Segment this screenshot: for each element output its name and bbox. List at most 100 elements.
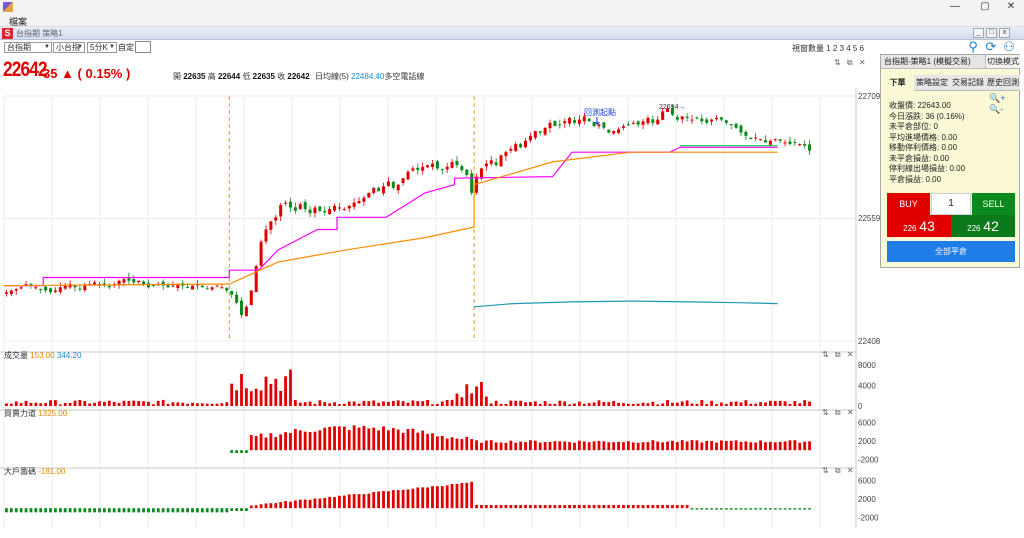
custom-period-input[interactable] [135,41,151,53]
period-select[interactable]: 5分K ▼ [87,42,117,53]
buy-button[interactable]: BUY [887,193,930,215]
zoom-icons[interactable]: 🔍+ 🔍- [989,93,1006,114]
refresh-icon[interactable]: ⟳ [985,39,997,54]
indicator-line-0 [4,146,778,287]
sub-bar-1 [680,440,684,451]
candle-body [670,108,674,115]
sub-bar-0 [543,401,547,406]
sub-bar-0 [200,403,204,406]
volume-pane-icons[interactable]: ⇅ ⧉ ✕ [822,350,856,359]
info-open-position: 未平倉部位: 0 [889,122,938,131]
close-all-button[interactable]: 全部平倉 [887,241,1015,262]
candle-body [303,201,307,210]
sub-y-tick-label: 6000 [858,477,876,486]
candle-body [484,163,488,167]
candle-body [538,131,542,133]
sub-bar-2 [744,508,748,510]
sub-bar-0 [225,402,229,406]
sub-bar-0 [396,400,400,406]
chart-area[interactable]: 22709 22559 22408 回測起點 22694→ 8000 4000 0 6000 20… [0,88,880,538]
window-count-label[interactable]: 視窗數量 1 2 3 4 5 6 [792,44,865,53]
bid-price-button[interactable]: 226 43 [887,215,951,237]
close-button[interactable]: ✕ [1006,1,1016,12]
sub-bar-0 [367,401,371,406]
candle-body [151,285,155,287]
maximize-button[interactable]: ▢ [980,1,990,12]
tab-strategy[interactable]: 策略設定 [914,75,950,91]
main-pane-icons[interactable]: ⇅ ⧉ ✕ [834,58,868,67]
switch-mode-button[interactable]: 切換模式 [985,55,1020,69]
force-pane-icons[interactable]: ⇅ ⧉ ✕ [822,408,856,417]
quantity-input[interactable]: 1 [931,193,971,215]
chips-label: 大戶籌碼 -181.00 [4,466,65,477]
tab-trades[interactable]: 交易記錄 [950,75,986,91]
tab-order[interactable]: 下單 [881,75,914,91]
sub-bar-2 [695,508,699,510]
sub-bar-2 [323,497,327,509]
doc-minimize-button[interactable]: _ [973,28,984,38]
doc-maximize-button[interactable]: □ [986,28,997,38]
sub-bar-0 [289,369,292,406]
sub-bar-2 [303,499,307,509]
signal-icon[interactable]: ⚲ [968,39,978,54]
sub-bar-0 [710,400,714,406]
sub-bar-0 [690,403,694,406]
sub-bar-2 [533,504,537,509]
sub-bar-2 [166,508,170,513]
sub-bar-0 [127,401,131,406]
sub-bar-1 [666,441,669,451]
sub-bar-0 [147,401,150,406]
sub-bar-2 [538,504,542,509]
menu-item-file[interactable]: 檔案 [9,17,28,27]
sub-bar-1 [367,428,371,451]
sub-bar-2 [724,508,728,510]
symbol-select[interactable]: 台指期 ▼ [4,42,52,53]
sub-bar-2 [465,482,469,509]
sub-bar-0 [259,390,263,406]
sub-bar-2 [514,504,518,509]
candle-body [602,122,606,128]
sub-bar-0 [411,400,415,406]
sub-bar-2 [524,504,527,509]
candle-body [210,287,214,290]
sub-bar-0 [98,401,101,406]
sub-bar-2 [460,483,464,509]
sub-bar-1 [768,441,772,451]
sub-bar-2 [680,504,684,509]
sub-bar-2 [671,504,674,509]
open-label: 開 [173,72,181,81]
contract-select[interactable]: 小台指 ▼ [53,42,85,53]
sub-bar-0 [298,402,302,406]
sub-bar-2 [78,508,82,513]
sub-bar-0 [24,400,28,406]
sub-bar-1 [455,438,459,451]
minimize-button[interactable]: — [950,1,960,12]
user-list-icon[interactable]: ⚇ [1003,39,1015,54]
sub-y-tick-label: -2000 [858,455,879,464]
sub-bar-0 [117,403,121,406]
sub-bar-0 [9,403,13,406]
candle-body [499,155,503,167]
candle-body [191,285,195,290]
sub-bar-0 [700,399,704,406]
sub-bar-2 [641,504,645,509]
candle-body [14,288,18,291]
candle-body [19,287,23,289]
sub-bar-1 [778,441,782,451]
ask-price-button[interactable]: 226 42 [951,215,1015,237]
sub-bar-1 [396,429,400,451]
sub-bar-0 [529,402,532,406]
sub-bar-2 [107,508,111,513]
candle-body [543,127,547,135]
tab-backtest[interactable]: 歷史回測 [986,75,1020,91]
candle-body [479,168,483,179]
sub-bar-2 [357,494,361,509]
candle-body [582,116,586,122]
sub-bar-0 [284,376,287,406]
doc-close-button[interactable]: x [999,28,1010,38]
chips-pane-icons[interactable]: ⇅ ⧉ ✕ [822,466,856,475]
sub-bar-1 [631,442,635,451]
sell-button[interactable]: SELL [972,193,1015,215]
sub-bar-1 [411,428,415,451]
sub-bar-1 [440,435,444,451]
